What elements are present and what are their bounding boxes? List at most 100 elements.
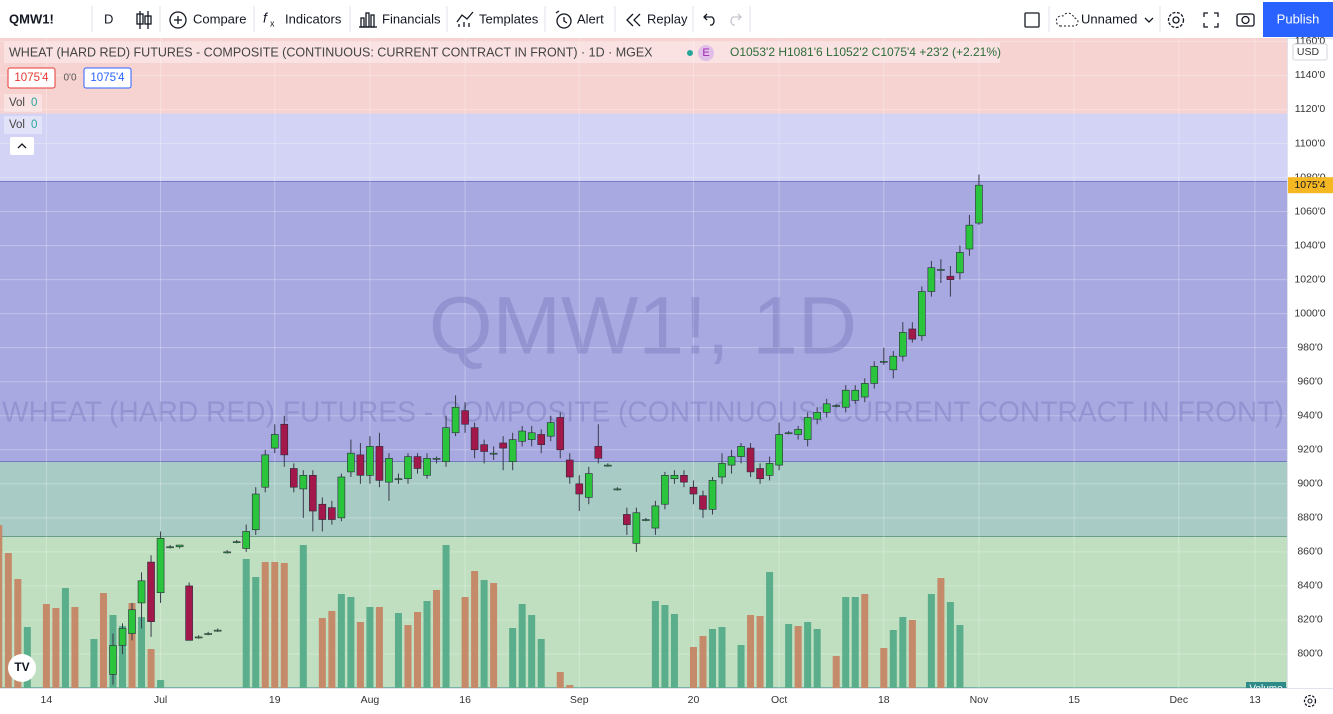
x-tick-label: 18 xyxy=(878,694,890,706)
volume-pane xyxy=(0,525,964,688)
candle-body xyxy=(575,483,584,495)
redo-button[interactable] xyxy=(730,13,742,26)
currency-button[interactable] xyxy=(1292,43,1328,61)
volume-bar xyxy=(433,590,441,688)
volume-bar xyxy=(471,571,479,688)
candle-body xyxy=(937,269,945,271)
axis-settings-button[interactable] xyxy=(1303,694,1317,708)
collapse-legend-button[interactable] xyxy=(10,137,34,155)
settings-button[interactable] xyxy=(1167,11,1185,29)
buy-price[interactable]: 1075'4 xyxy=(90,72,125,84)
candle-body xyxy=(927,267,936,292)
candle-body xyxy=(879,360,888,363)
compare-label[interactable]: Compare xyxy=(193,11,246,26)
volume-bar xyxy=(785,624,793,688)
volume-bar xyxy=(147,649,155,688)
candle-body xyxy=(213,629,222,632)
legend-background xyxy=(4,42,1000,63)
select-checkbox[interactable] xyxy=(1024,12,1040,28)
undo-button[interactable] xyxy=(703,13,715,26)
candle-body xyxy=(109,645,117,675)
publish-button[interactable]: Publish xyxy=(1263,2,1333,37)
interval-button[interactable]: D xyxy=(104,11,113,26)
volume-bar xyxy=(832,656,840,688)
candle-body xyxy=(841,389,850,408)
compare-button[interactable]: Compare xyxy=(169,11,246,29)
y-tick-label: 800'0 xyxy=(1297,648,1323,660)
layout-name[interactable]: Unnamed xyxy=(1081,11,1137,26)
watermark-description: WHEAT (HARD RED) FUTURES - COMPOSITE (CO… xyxy=(2,397,1284,429)
candle-body xyxy=(404,456,412,480)
volume-bar xyxy=(670,614,678,688)
volume-bar xyxy=(946,602,954,688)
volume-bar xyxy=(908,620,916,688)
volume-bar xyxy=(271,562,279,688)
candle-body xyxy=(556,417,565,451)
candle-body xyxy=(204,633,212,635)
volume-bar xyxy=(375,607,383,688)
indicators-label[interactable]: Indicators xyxy=(285,11,342,26)
volume-bar xyxy=(480,580,488,688)
alert-label[interactable]: Alert xyxy=(577,11,604,26)
replay-button[interactable]: Replay xyxy=(626,11,688,27)
candle-body xyxy=(137,580,146,604)
spread: 0'0 xyxy=(63,73,76,84)
candle-body xyxy=(727,456,736,466)
zone xyxy=(0,113,1287,182)
sell-price[interactable]: 1075'4 xyxy=(14,72,49,84)
candle-body xyxy=(156,537,165,594)
candle-body xyxy=(946,275,955,280)
grid xyxy=(0,38,1287,688)
volume-bar xyxy=(318,618,326,688)
volume-bar xyxy=(404,625,412,688)
legend-title[interactable]: WHEAT (HARD RED) FUTURES - COMPOSITE (CO… xyxy=(9,45,653,59)
candle-body xyxy=(442,427,450,462)
volume-bar xyxy=(261,562,269,688)
volume-bar xyxy=(842,597,850,688)
y-tick-label: 1000'0 xyxy=(1294,307,1325,319)
volume-bar xyxy=(718,627,726,688)
candle-body xyxy=(356,454,365,476)
alert-button[interactable]: Alert xyxy=(555,10,604,29)
replay-label[interactable]: Replay xyxy=(647,11,688,26)
financials-label[interactable]: Financials xyxy=(382,11,441,26)
symbol-search[interactable]: QMW1! xyxy=(9,11,54,26)
x-tick-label: Oct xyxy=(771,694,787,706)
templates-label[interactable]: Templates xyxy=(479,11,539,26)
buy-box[interactable] xyxy=(83,67,132,89)
zone xyxy=(0,461,1287,537)
candle-body xyxy=(194,636,203,639)
volume-bar xyxy=(90,639,98,688)
candle-body xyxy=(232,541,241,543)
financials-button[interactable]: Financials xyxy=(359,11,441,28)
sell-box[interactable] xyxy=(7,67,56,89)
volume-bar xyxy=(509,628,517,688)
study-label[interactable]: Vol xyxy=(9,119,25,131)
drawings xyxy=(0,38,1287,688)
tradingview-logo[interactable]: TV xyxy=(8,654,36,682)
market-status[interactable] xyxy=(687,50,693,56)
volume-bar xyxy=(328,611,336,688)
volume-bar xyxy=(556,672,564,688)
publish-label[interactable]: Publish xyxy=(1277,11,1320,26)
chart-type-button[interactable] xyxy=(136,11,152,29)
volume-bar xyxy=(394,613,402,688)
layout-button[interactable]: Unnamed xyxy=(1055,11,1154,27)
candle-body xyxy=(756,468,764,480)
templates-button[interactable]: Templates xyxy=(456,11,539,27)
candle-body xyxy=(737,446,745,457)
exchange-badge[interactable]: E xyxy=(702,47,709,59)
candle-body xyxy=(613,488,622,491)
volume-bar xyxy=(461,597,469,688)
candle-body xyxy=(366,446,374,476)
volume-bar xyxy=(52,608,60,688)
snapshot-button[interactable] xyxy=(1236,13,1255,27)
candle-body xyxy=(118,628,127,646)
candle-body xyxy=(623,514,631,525)
volume-bar xyxy=(423,601,431,688)
study-label[interactable]: Vol xyxy=(9,97,25,109)
fullscreen-button[interactable] xyxy=(1203,12,1219,28)
